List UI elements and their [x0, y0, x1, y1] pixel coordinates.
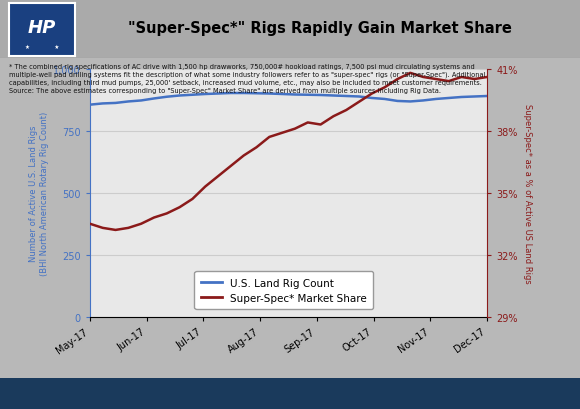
Text: * The combined rig specifications of AC drive with 1,500 hp drawworks, 750,000# : * The combined rig specifications of AC …: [9, 63, 485, 94]
Y-axis label: Super-Spec* as a % of Active US Land Rigs: Super-Spec* as a % of Active US Land Rig…: [523, 103, 532, 283]
Text: HP: HP: [28, 19, 56, 37]
Text: ★              ★: ★ ★: [25, 45, 59, 49]
Text: "Super-Spec*" Rigs Rapidly Gain Market Share: "Super-Spec*" Rigs Rapidly Gain Market S…: [128, 21, 512, 36]
Y-axis label: Number of Active U.S. Land Rigs
(BHI North American Rotary Rig Count): Number of Active U.S. Land Rigs (BHI Nor…: [29, 111, 49, 275]
Legend: U.S. Land Rig Count, Super-Spec* Market Share: U.S. Land Rig Count, Super-Spec* Market …: [194, 272, 373, 309]
